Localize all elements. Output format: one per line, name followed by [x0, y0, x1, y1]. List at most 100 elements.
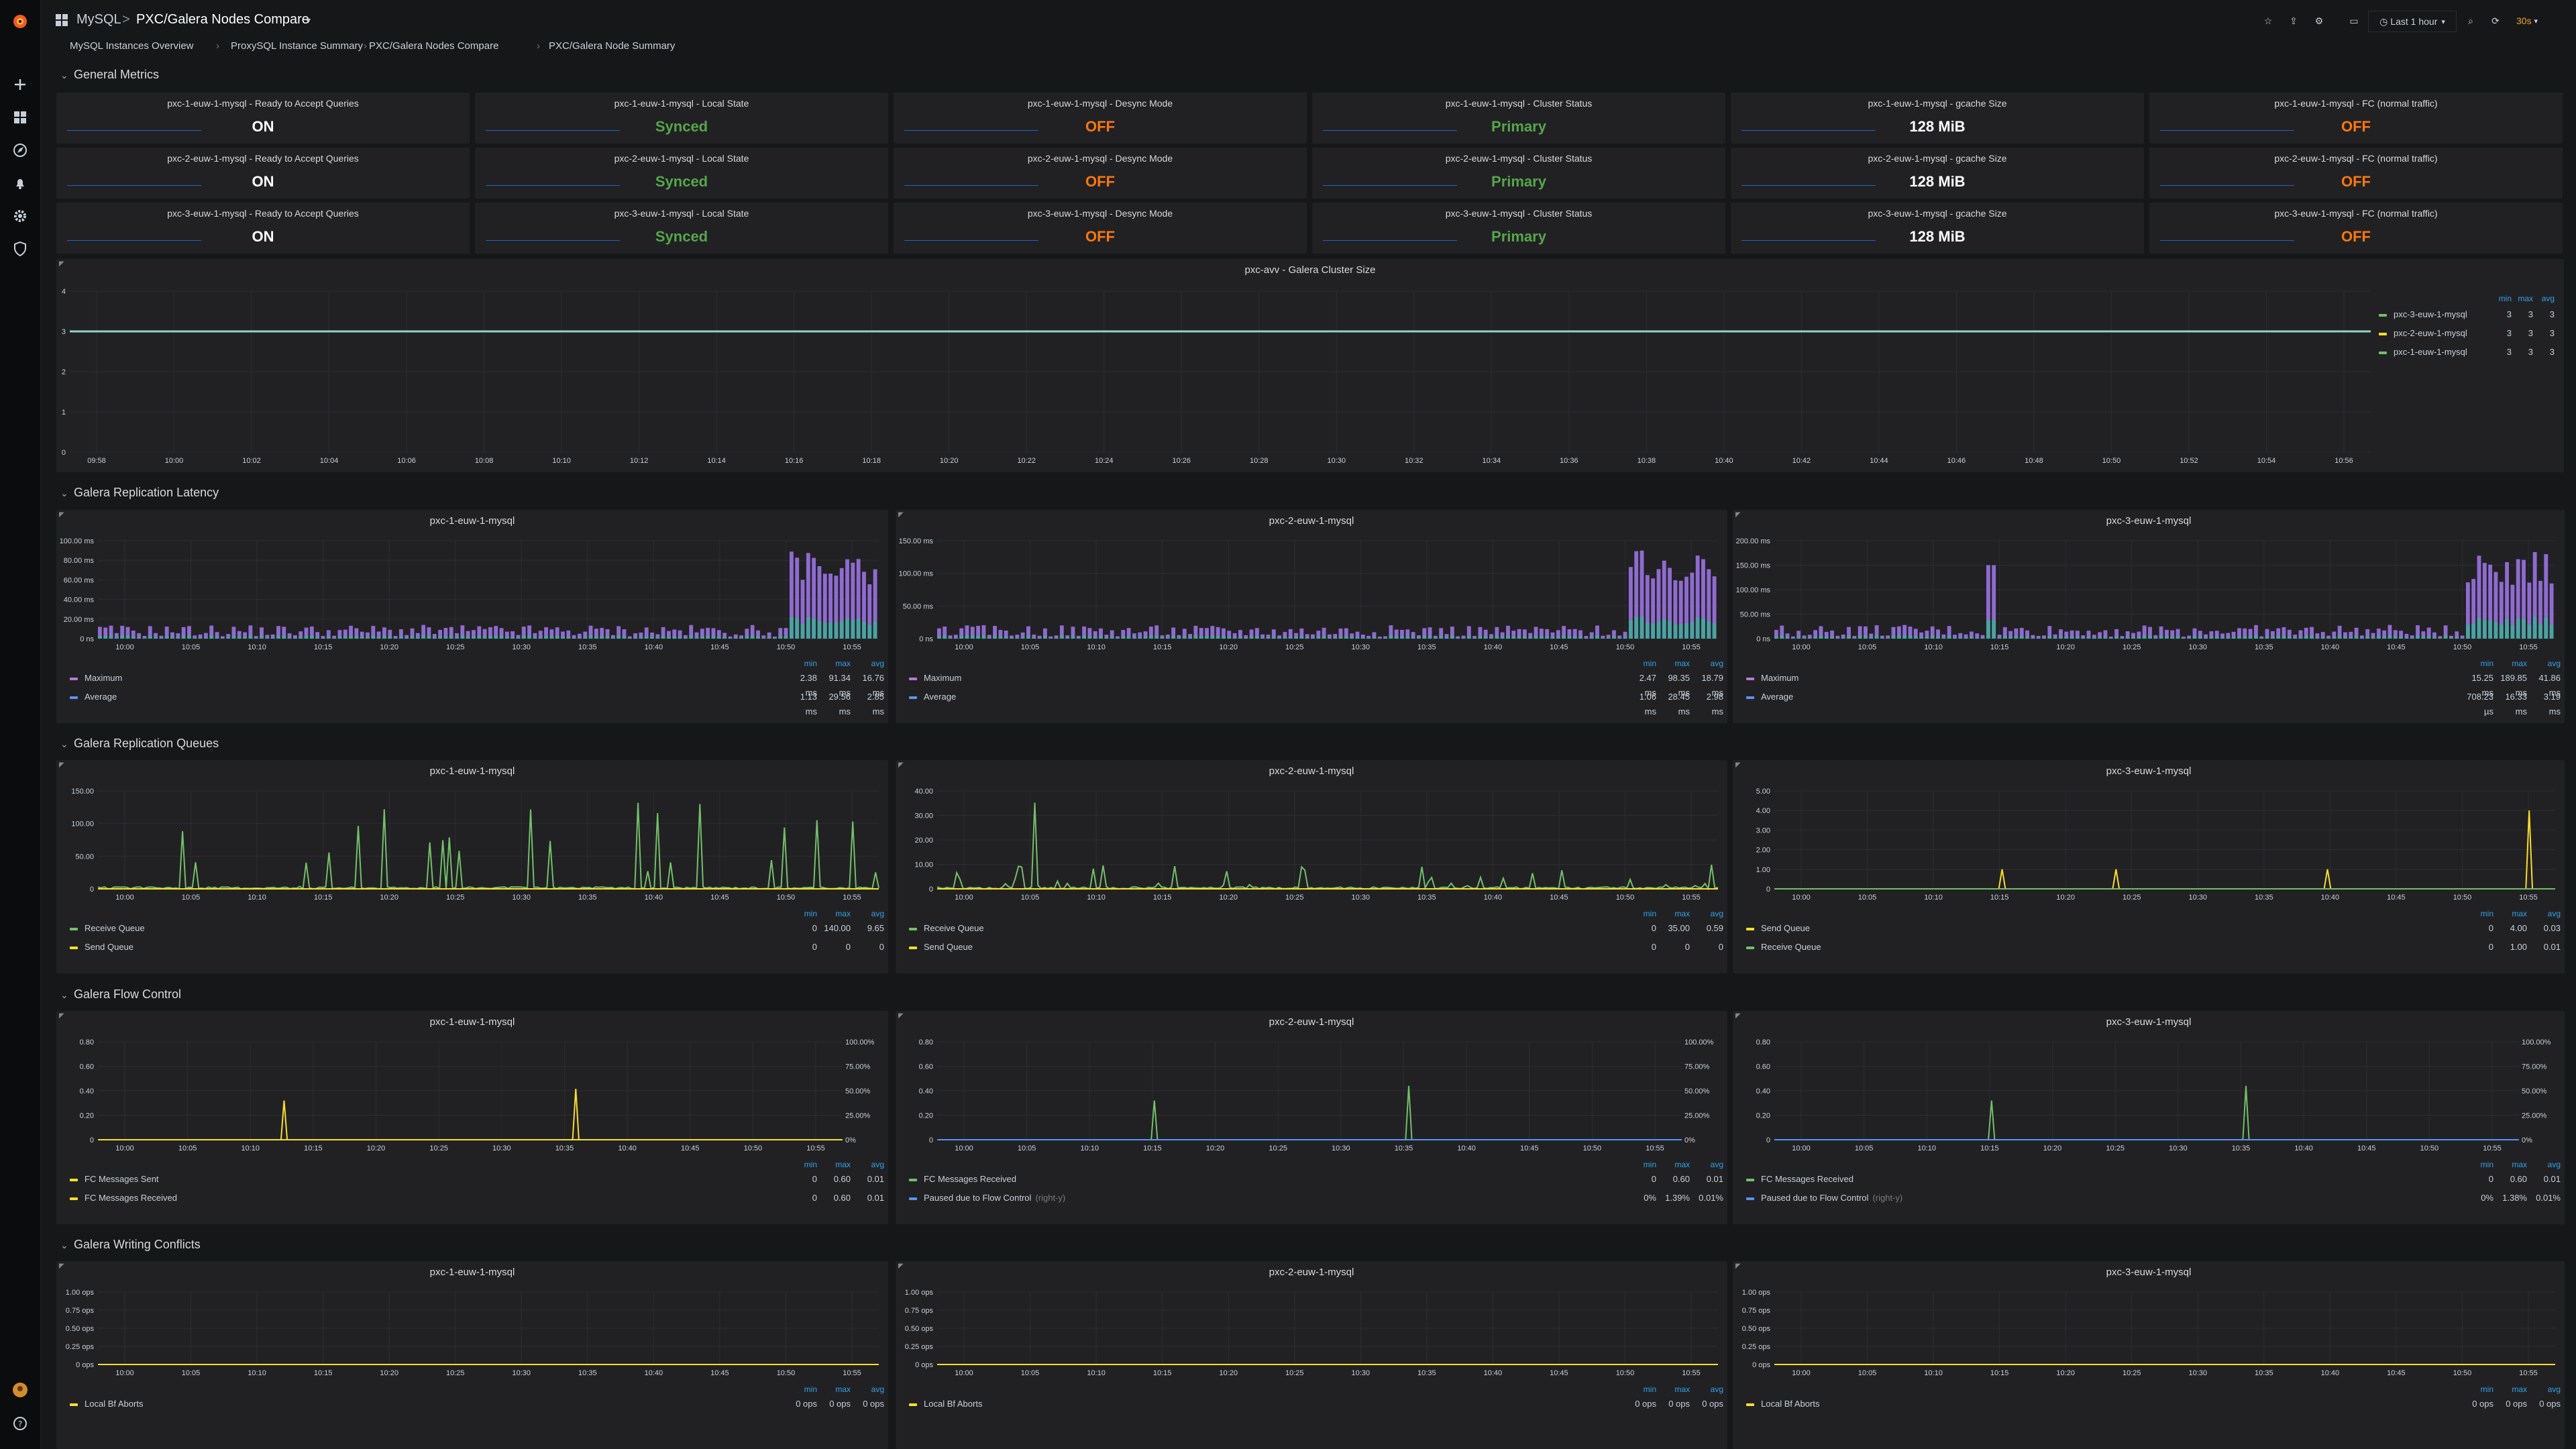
legend-item[interactable]: Receive Queue 0 140.00 9.65 — [70, 921, 884, 936]
conflicts-panel[interactable]: ◤ pxc-1-euw-1-mysql 1.00 ops 0.75 ops 0.50 o… — [56, 1261, 888, 1449]
legend-header[interactable]: avg — [871, 909, 884, 918]
stat-panel[interactable]: pxc-1-euw-1-mysql - Local State Synced — [475, 93, 888, 144]
legend-header[interactable]: max — [835, 1160, 851, 1169]
legend-item[interactable]: Maximum 15.25 ms 189.85 ms 41.86 ms — [1746, 671, 2561, 698]
queues-panel[interactable]: ◤ pxc-1-euw-1-mysql 150.00 100.00 50.00 0 10:0… — [56, 760, 888, 973]
flow-panel[interactable]: ◤ pxc-1-euw-1-mysql 0.80 0.60 0.40 0.20 0 100.0… — [56, 1011, 888, 1224]
stat-panel[interactable]: pxc-1-euw-1-mysql - Cluster Status Primar… — [1312, 93, 1725, 144]
conflicts-panel[interactable]: ◤ pxc-3-euw-1-mysql 1.00 ops 0.75 ops 0.50 o… — [1733, 1261, 2565, 1449]
avatar[interactable] — [0, 1375, 40, 1405]
cluster-size-panel[interactable]: ◤ pxc-avv - Galera Cluster Size 4 3 2 1 0 09:… — [56, 259, 2564, 472]
legend-item[interactable]: Maximum 2.47 ms 98.35 ms 18.79 ms — [909, 671, 1723, 698]
legend-item[interactable]: Local Bf Aborts 0 ops 0 ops 0 ops — [70, 1397, 884, 1411]
shield-icon[interactable] — [0, 234, 40, 264]
legend-item[interactable]: Local Bf Aborts 0 ops 0 ops 0 ops — [1746, 1397, 2561, 1411]
gear-icon[interactable] — [0, 201, 40, 231]
legend-item[interactable]: FC Messages Received 0 0.60 0.01 — [1746, 1172, 2561, 1187]
stat-panel[interactable]: pxc-3-euw-1-mysql - Cluster Status Primar… — [1312, 203, 1725, 254]
legend-header[interactable]: min — [2480, 1385, 2493, 1394]
queues-panel[interactable]: ◤ pxc-3-euw-1-mysql 5.00 4.00 3.00 2.00 1.00 0 1… — [1733, 760, 2565, 973]
legend-header[interactable]: min — [804, 659, 817, 668]
legend-item[interactable]: pxc-2-euw-1-mysql 3 3 3 — [2379, 326, 2560, 341]
legend-item[interactable]: Average 1.06 ms 28.45 ms 2.98 ms — [909, 690, 1723, 716]
link-mysql-instances-overview[interactable]: MySQL Instances Overview — [70, 40, 194, 52]
legend-item[interactable]: FC Messages Sent 0 0.60 0.01 — [70, 1172, 884, 1187]
zoom-out-icon[interactable]: ⌕ — [2468, 15, 2473, 26]
refresh-interval-picker[interactable]: 30s ▾ — [2507, 11, 2547, 31]
legend-header[interactable]: avg — [2547, 909, 2561, 918]
latency-panel[interactable]: ◤ pxc-2-euw-1-mysql 150.00 ms 100.00 ms 50.0… — [896, 510, 1727, 723]
section-galera-replication-latency[interactable]: ⌄ Galera Replication Latency — [60, 486, 219, 500]
legend-header[interactable]: min — [2480, 1160, 2493, 1169]
legend-header[interactable]: max — [1674, 909, 1690, 918]
tv-mode-icon[interactable]: ▭ — [2349, 15, 2359, 26]
legend-item[interactable]: Send Queue 0 0 0 — [70, 940, 884, 955]
stat-panel[interactable]: pxc-2-euw-1-mysql - Cluster Status Primar… — [1312, 148, 1725, 199]
legend-header[interactable]: max — [1674, 659, 1690, 668]
section-galera-flow-control[interactable]: ⌄ Galera Flow Control — [60, 987, 181, 1002]
legend-item[interactable]: Paused due to Flow Control (right-y) 0% 1.3… — [909, 1191, 1723, 1205]
panel-info-icon[interactable]: ◤ — [1735, 1012, 1741, 1020]
legend-header[interactable]: avg — [2547, 1160, 2561, 1169]
latency-panel[interactable]: ◤ pxc-3-euw-1-mysql 200.00 ms 150.00 ms 100.… — [1733, 510, 2565, 723]
help-icon[interactable]: ? — [0, 1409, 40, 1438]
legend-item[interactable]: FC Messages Received 0 0.60 0.01 — [909, 1172, 1723, 1187]
legend-header[interactable]: min — [2480, 909, 2493, 918]
legend-item[interactable]: FC Messages Received 0 0.60 0.01 — [70, 1191, 884, 1205]
stat-panel[interactable]: pxc-2-euw-1-mysql - Local State Synced — [475, 148, 888, 199]
panel-info-icon[interactable]: ◤ — [1735, 761, 1741, 769]
dashboard-title[interactable]: PXC/Galera Nodes Compare — [136, 12, 309, 27]
stat-panel[interactable]: pxc-3-euw-1-mysql - Ready to Accept Quer… — [56, 203, 470, 254]
legend-item[interactable]: Average 1.13 ms 29.56 ms 2.85 ms — [70, 690, 884, 716]
legend-header[interactable]: avg — [1710, 1160, 1723, 1169]
legend-header[interactable]: min — [1643, 1385, 1656, 1394]
stat-panel[interactable]: pxc-1-euw-1-mysql - gcache Size 128 MiB — [1731, 93, 2144, 144]
legend-item[interactable]: pxc-3-euw-1-mysql 3 3 3 — [2379, 307, 2560, 322]
stat-panel[interactable]: pxc-3-euw-1-mysql - gcache Size 128 MiB — [1731, 203, 2144, 254]
panel-info-icon[interactable]: ◤ — [898, 761, 904, 769]
legend-header[interactable]: max — [2512, 659, 2527, 668]
legend-header[interactable]: avg — [1710, 659, 1723, 668]
stat-panel[interactable]: pxc-1-euw-1-mysql - FC (normal traffic) O… — [2149, 93, 2563, 144]
legend-header[interactable]: min — [804, 1160, 817, 1169]
conflicts-panel[interactable]: ◤ pxc-2-euw-1-mysql 1.00 ops 0.75 ops 0.50 o… — [896, 1261, 1727, 1449]
section-general-metrics[interactable]: ⌄ General Metrics — [60, 68, 159, 82]
dashboards-icon[interactable] — [0, 103, 40, 132]
legend-header[interactable]: max — [2512, 909, 2527, 918]
plus-icon[interactable] — [0, 70, 40, 99]
legend-item[interactable]: Send Queue 0 0 0 — [909, 940, 1723, 955]
panel-info-icon[interactable]: ◤ — [898, 1012, 904, 1020]
time-range-picker[interactable]: ◷ Last 1 hour ▾ — [2368, 11, 2457, 32]
queues-panel[interactable]: ◤ pxc-2-euw-1-mysql 40.00 30.00 20.00 10.00 0 1… — [896, 760, 1727, 973]
legend-item[interactable]: Receive Queue 0 1.00 0.01 — [1746, 940, 2561, 955]
chevron-down-icon[interactable]: ▾ — [306, 15, 311, 25]
stat-panel[interactable]: pxc-2-euw-1-mysql - FC (normal traffic) O… — [2149, 148, 2563, 199]
stat-panel[interactable]: pxc-3-euw-1-mysql - Desync Mode OFF — [894, 203, 1307, 254]
panel-info-icon[interactable]: ◤ — [59, 260, 64, 268]
flow-panel[interactable]: ◤ pxc-3-euw-1-mysql 0.80 0.60 0.40 0.20 0 100.0… — [1733, 1011, 2565, 1224]
stat-panel[interactable]: pxc-1-euw-1-mysql - Ready to Accept Quer… — [56, 93, 470, 144]
legend-header[interactable]: min — [2480, 659, 2493, 668]
star-icon[interactable]: ☆ — [2263, 15, 2273, 26]
legend-item[interactable]: Maximum 2.38 ms 91.34 ms 16.76 ms — [70, 671, 884, 698]
link-pxc-galera-nodes-compare[interactable]: PXC/Galera Nodes Compare — [369, 40, 499, 52]
grafana-logo-icon[interactable] — [0, 7, 40, 36]
settings-gear-icon[interactable]: ⚙ — [2314, 15, 2324, 26]
panel-info-icon[interactable]: ◤ — [59, 1263, 64, 1270]
flow-panel[interactable]: ◤ pxc-2-euw-1-mysql 0.80 0.60 0.40 0.20 0 100.0… — [896, 1011, 1727, 1224]
panel-info-icon[interactable]: ◤ — [1735, 1263, 1741, 1270]
share-icon[interactable]: ⇪ — [2290, 15, 2298, 26]
legend-header[interactable]: max — [835, 659, 851, 668]
legend-header[interactable]: min — [1643, 1160, 1656, 1169]
panel-info-icon[interactable]: ◤ — [898, 511, 904, 519]
link-proxysql-instance-summary[interactable]: ProxySQL Instance Summary — [231, 40, 364, 52]
panel-info-icon[interactable]: ◤ — [59, 511, 64, 519]
legend-header[interactable]: min — [804, 909, 817, 918]
section-galera-writing-conflicts[interactable]: ⌄ Galera Writing Conflicts — [60, 1238, 201, 1252]
stat-panel[interactable]: pxc-3-euw-1-mysql - Local State Synced — [475, 203, 888, 254]
legend-item[interactable]: Paused due to Flow Control (right-y) 0% 1.3… — [1746, 1191, 2561, 1205]
panel-info-icon[interactable]: ◤ — [59, 1012, 64, 1020]
stat-panel[interactable]: pxc-3-euw-1-mysql - FC (normal traffic) O… — [2149, 203, 2563, 254]
legend-item[interactable]: Send Queue 0 4.00 0.03 — [1746, 921, 2561, 936]
panel-info-icon[interactable]: ◤ — [59, 761, 64, 769]
